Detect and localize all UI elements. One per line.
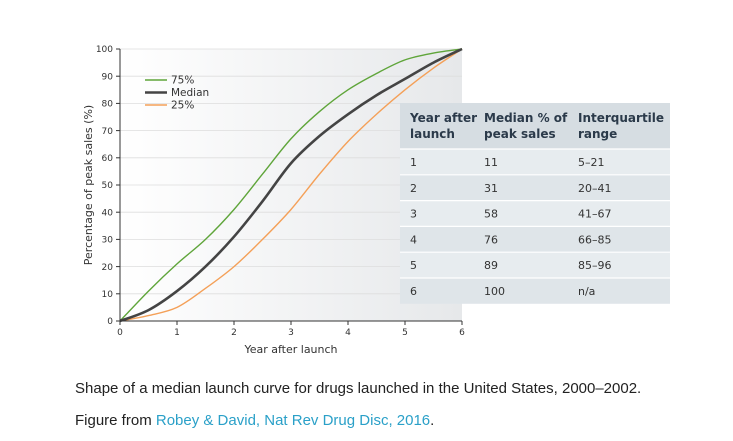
citation-suffix: . (430, 412, 435, 429)
table-cell: 4 (410, 233, 417, 246)
table-cell: 31 (484, 182, 498, 195)
table-row-bg (400, 226, 670, 253)
y-tick-label: 10 (102, 290, 114, 300)
table-header-cell: Year after (409, 111, 477, 125)
y-tick-label: 100 (96, 45, 113, 55)
table-header-cell: launch (410, 127, 455, 141)
y-tick-label: 0 (107, 317, 113, 327)
y-tick-label: 80 (102, 100, 114, 110)
table-cell: 3 (410, 208, 417, 221)
y-axis-title: Percentage of peak sales (%) (82, 105, 95, 265)
table-row-bg (400, 149, 670, 175)
table-cell: 89 (484, 259, 498, 272)
x-tick-label: 3 (288, 328, 294, 338)
figure-caption: Shape of a median launch curve for drugs… (75, 380, 642, 397)
x-tick-label: 6 (459, 328, 465, 338)
legend-label: Median (171, 87, 209, 99)
y-tick-label: 90 (102, 72, 114, 82)
table-cell: n/a (578, 285, 595, 298)
x-tick-label: 2 (231, 328, 237, 338)
table-cell: 58 (484, 208, 498, 221)
y-tick-label: 40 (102, 208, 114, 218)
table-row-bg (400, 174, 670, 201)
x-tick-label: 1 (174, 328, 180, 338)
line-chart: Year after launch Median % of peak sales Int… (82, 45, 670, 356)
table-header-cell: peak sales (484, 127, 556, 141)
y-tick-label: 20 (102, 263, 114, 273)
citation-prefix: Figure from (75, 412, 156, 429)
figure-citation: Figure from Robey & David, Nat Rev Drug … (75, 412, 434, 429)
table-cell: 85–96 (578, 259, 612, 272)
x-axis-title: Year after launch (243, 343, 337, 356)
y-tick-label: 50 (102, 181, 114, 191)
table-cell: 5 (410, 259, 417, 272)
legend-label: 75% (171, 75, 194, 87)
series-line-25pct (119, 48, 463, 322)
legend-label: 25% (171, 100, 194, 112)
chart-figure: Year after launch Median % of peak sales Int… (82, 45, 670, 356)
series-line-75pct (119, 48, 463, 322)
table-row-bg (400, 200, 670, 227)
table-header-cell: range (578, 127, 617, 141)
table-header-cell: Median % of (484, 111, 568, 125)
table-cell: 11 (484, 156, 498, 169)
table-cell: 2 (410, 182, 417, 195)
table-cell: 76 (484, 233, 498, 246)
table-header-bg (400, 103, 670, 149)
table-cell: 41–67 (578, 208, 612, 221)
table-cell: 1 (410, 156, 417, 169)
table-cell: 5–21 (578, 156, 605, 169)
x-tick-label: 5 (402, 328, 408, 338)
table-cell: 20–41 (578, 182, 612, 195)
x-tick-label: 0 (117, 328, 123, 338)
series-line-median (119, 47, 463, 323)
y-tick-label: 70 (102, 127, 114, 137)
table-cell: 6 (410, 285, 417, 298)
x-tick-label: 4 (345, 328, 351, 338)
y-tick-label: 30 (102, 236, 114, 246)
table-cell: 100 (484, 285, 505, 298)
table-header-cell: Interquartile (578, 111, 664, 125)
table-row-bg (400, 278, 670, 304)
table-cell: 66–85 (578, 233, 612, 246)
table-row-bg (400, 252, 670, 278)
y-tick-label: 60 (102, 154, 114, 164)
citation-link[interactable]: Robey & David, Nat Rev Drug Disc, 2016 (155, 412, 431, 429)
